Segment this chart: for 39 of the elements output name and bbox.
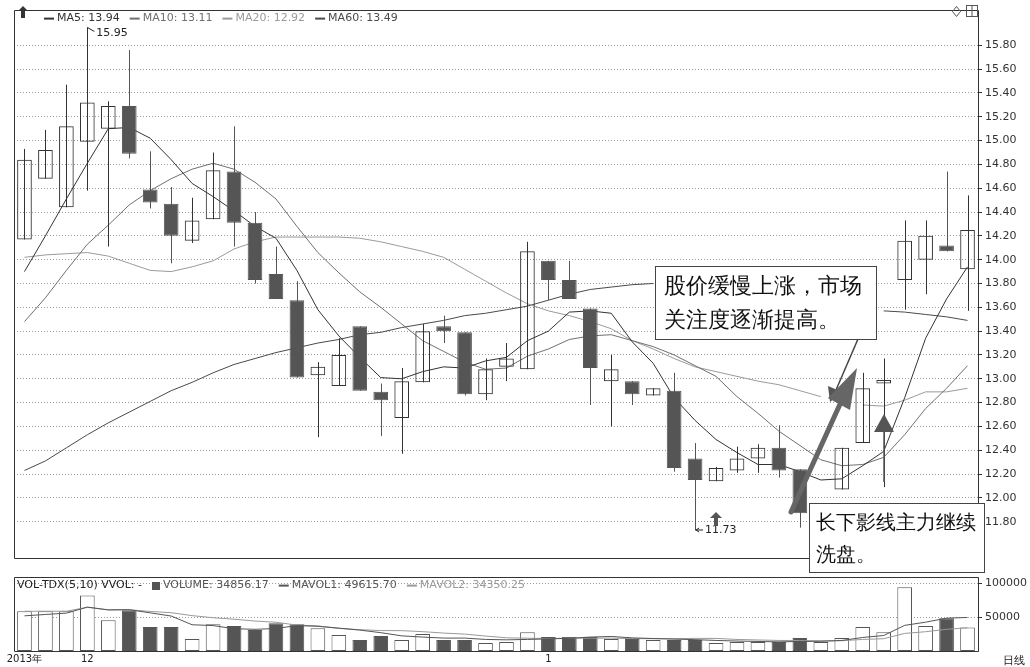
legend-label: MA5: 13.94 <box>57 11 120 25</box>
y-tick-label: 12.00 <box>985 490 1017 504</box>
x-tick-label: 1 <box>545 652 552 664</box>
x-tick-label: 2013年 <box>6 652 43 664</box>
y-tick-label: 14.40 <box>985 204 1017 218</box>
y-tick-label: 14.60 <box>985 181 1017 195</box>
y-tick-label: 12.40 <box>985 443 1017 457</box>
y-tick-label: 13.40 <box>985 323 1017 337</box>
y-tick-label: 12.20 <box>985 466 1017 480</box>
annotation: 股价缓慢上涨，市场关注度逐渐提高。 <box>655 266 877 340</box>
legend-label: MAVOL2: 34350.25 <box>419 578 525 592</box>
y-tick-label: 15.20 <box>985 109 1017 123</box>
chart-title: VOL-TDX(5,10) VVOL: - <box>17 578 143 592</box>
y-tick-label: 50000 <box>985 610 1020 624</box>
y-tick-label: 14.80 <box>985 157 1017 171</box>
legend-label: MA20: 12.92 <box>235 11 306 25</box>
y-tick-label: 12.60 <box>985 419 1017 433</box>
annotation: 15.95 <box>96 26 128 40</box>
y-tick-label: 15.00 <box>985 133 1017 147</box>
y-tick-label: 14.00 <box>985 252 1017 266</box>
annotation: 11.73 <box>705 522 737 536</box>
x-tick-label: 12 <box>80 652 94 664</box>
y-tick-label: 100000 <box>985 576 1027 590</box>
y-tick-label: 13.20 <box>985 347 1017 361</box>
y-tick-label: 14.20 <box>985 228 1017 242</box>
text: 日线 <box>1003 653 1025 667</box>
y-tick-label: 15.80 <box>985 38 1017 52</box>
legend-label: VOLUME: 34856.17 <box>163 578 269 592</box>
y-tick-label: 15.40 <box>985 85 1017 99</box>
legend-label: MAVOL1: 49615.70 <box>291 578 397 592</box>
y-tick-label: 12.80 <box>985 395 1017 409</box>
y-tick-label: 15.60 <box>985 62 1017 75</box>
legend-label: MA10: 13.11 <box>142 11 213 25</box>
y-tick-label: 11.80 <box>985 514 1017 528</box>
annotation: 长下影线主力继续洗盘。 <box>809 503 985 573</box>
y-tick-label: 13.60 <box>985 300 1017 314</box>
y-tick-label: 13.80 <box>985 276 1017 290</box>
legend-label: MA60: 13.49 <box>328 11 398 25</box>
y-tick-label: 13.00 <box>985 371 1017 385</box>
